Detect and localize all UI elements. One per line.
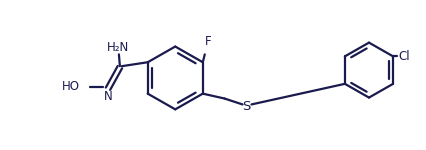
Text: F: F (204, 36, 210, 48)
Text: HO: HO (62, 80, 80, 93)
Text: S: S (242, 100, 250, 113)
Text: H₂N: H₂N (106, 41, 129, 54)
Text: N: N (104, 90, 112, 103)
Text: Cl: Cl (397, 50, 409, 63)
